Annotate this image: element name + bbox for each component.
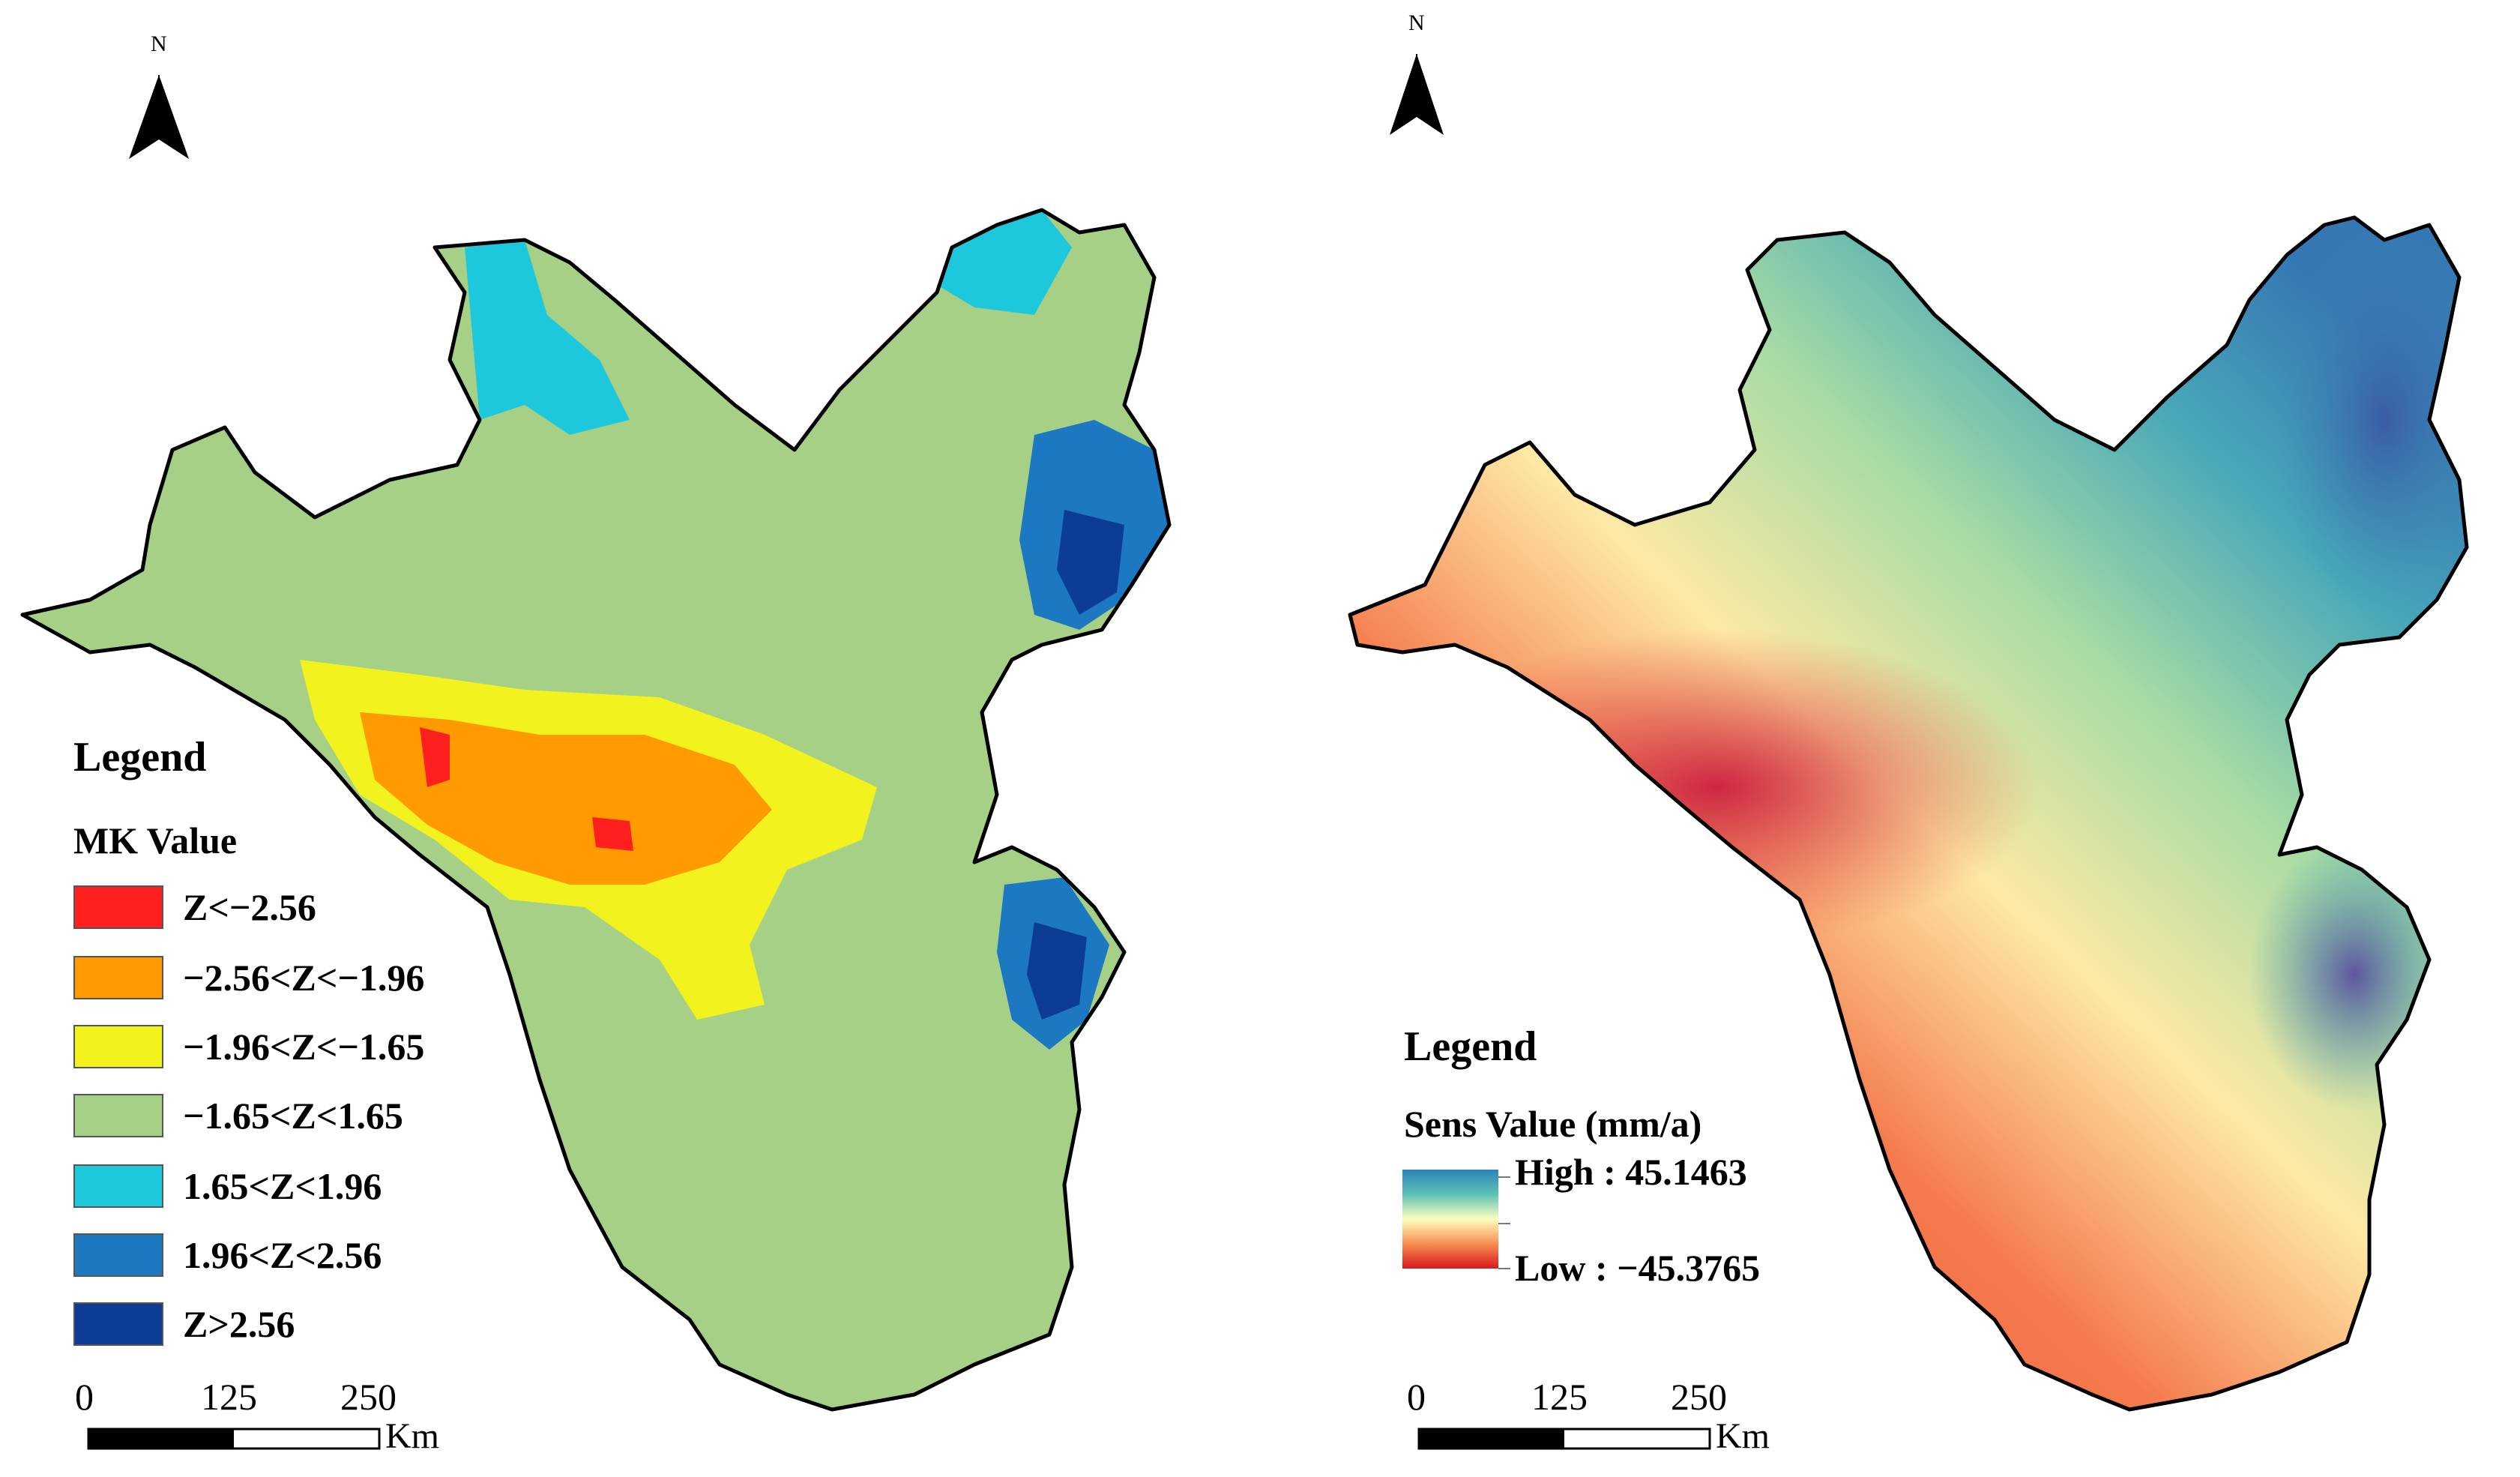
scale-tick-label: 0 [1407,1376,1426,1418]
legend-label: Z>2.56 [183,1303,295,1345]
mk-neg-mid-area [360,712,772,885]
legend-item: 1.65<Z<1.96 [73,1164,382,1209]
mk-pos-strong-area-se [1027,922,1087,1020]
scale-tick-label: 250 [1671,1376,1727,1418]
scale-unit-label: Km [1716,1416,1770,1456]
ramp-high-label: High : 45.1463 [1515,1151,1747,1193]
scale-tick-label: 125 [201,1376,257,1418]
legend-item: −1.96<Z<−1.65 [73,1024,424,1069]
legend-swatch [73,1164,163,1208]
scale-bar [87,1428,381,1450]
legend-swatch [73,1025,163,1068]
legend-item: −2.56<Z<−1.96 [73,955,424,1000]
scale-tick-label: 0 [75,1376,94,1418]
mk-pos-weak-area-north [465,240,630,435]
legend-swatch [73,956,163,999]
legend-label: 1.96<Z<2.56 [183,1234,382,1276]
color-ramp [1402,1170,1498,1269]
legend-title: Legend [1404,1023,1537,1070]
ramp-low-label: Low : −45.3765 [1515,1247,1761,1289]
legend-label: Z<−2.56 [183,886,316,928]
legend-title: Legend [73,734,207,780]
mk-value-map-panel: N Legend MK Value Z<−2.56 −2.56<Z<−1.96 … [0,31,1260,1456]
legend-label: −1.65<Z<1.65 [183,1095,403,1137]
legend-label: 1.65<Z<1.96 [183,1165,382,1207]
scale-bar-filled-segment [1419,1429,1564,1449]
scale-bar [1417,1428,1711,1450]
legend-label: −1.96<Z<−1.65 [183,1026,425,1068]
north-arrow-icon [1390,54,1444,135]
mk-neg-strong-area-1 [420,727,450,787]
legend-swatch [73,885,163,929]
scale-bar-filled-segment [88,1429,234,1449]
scale-tick-label: 125 [1531,1376,1588,1418]
sens-map-canvas [1260,54,2520,1450]
north-label: N [151,31,167,56]
legend-item: −1.65<Z<1.65 [73,1093,403,1138]
north-arrow-icon [129,75,189,159]
scale-tick-label: 250 [340,1376,397,1418]
legend-item: 1.96<Z<2.56 [73,1233,382,1278]
scale-unit-label: Km [385,1416,439,1456]
legend-item: Z<−2.56 [73,885,316,930]
legend-swatch [73,1302,163,1346]
sens-high-core-se [2249,840,2459,1110]
legend-item: Z>2.56 [73,1302,295,1347]
legend-swatch [73,1233,163,1277]
legend-swatch [73,1094,163,1137]
legend-label: −2.56<Z<−1.96 [183,957,425,999]
legend-subtitle: Sens Value (mm/a) [1404,1103,1702,1145]
sens-value-map-panel: N Legend Sens Value (mm/a) High : 45.146… [1260,0,2520,1477]
mk-map-canvas [0,75,1260,1450]
mk-neg-strong-area-2 [592,817,633,851]
legend-subtitle: MK Value [73,819,238,861]
sens-low-core [1395,630,2040,945]
north-label: N [1408,10,1425,35]
sens-high-core-ne [2272,225,2467,615]
mk-pos-strong-area-ne [1057,510,1124,615]
